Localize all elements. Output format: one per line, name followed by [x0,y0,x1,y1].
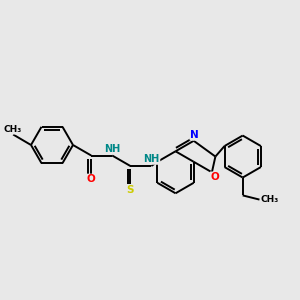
Text: NH: NH [104,143,120,154]
Text: O: O [87,175,96,184]
Text: CH₃: CH₃ [3,125,21,134]
Text: NH: NH [143,154,160,164]
Text: N: N [190,130,199,140]
Text: S: S [127,185,134,195]
Text: CH₃: CH₃ [260,195,279,204]
Text: O: O [211,172,219,182]
